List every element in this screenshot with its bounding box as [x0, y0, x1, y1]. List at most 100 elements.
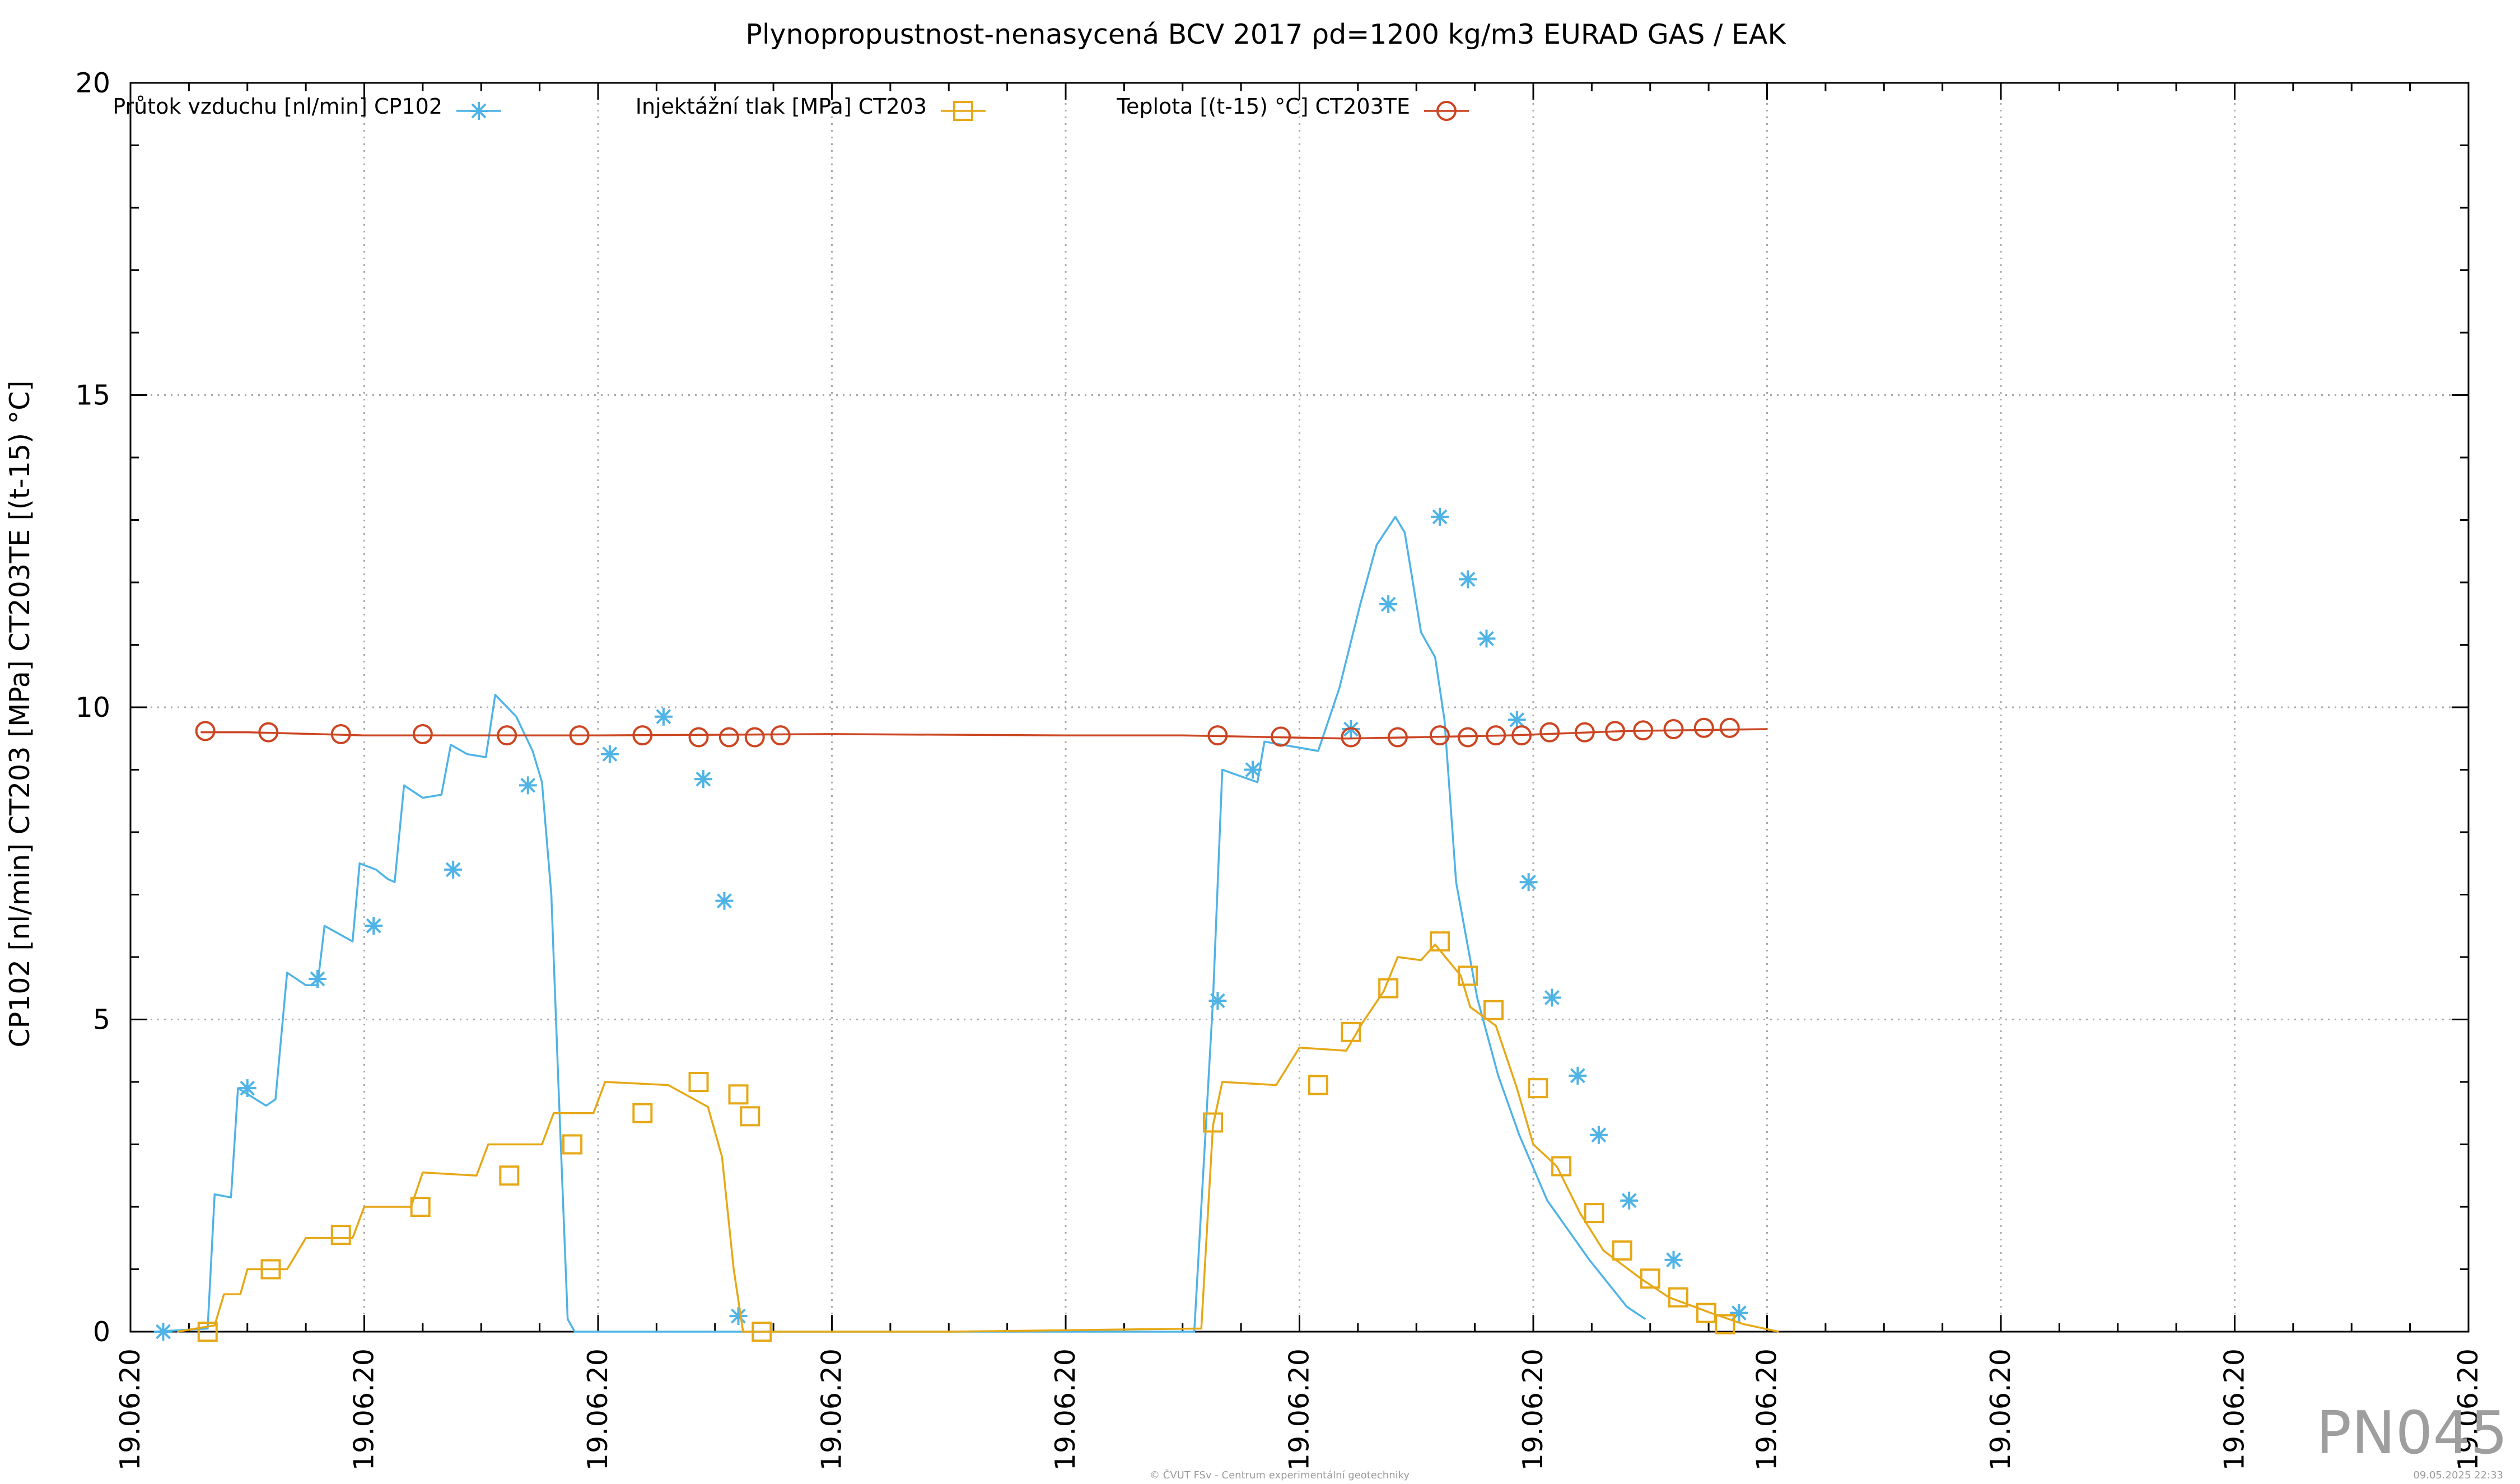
data-point [1663, 719, 1684, 740]
data-point [499, 1165, 520, 1186]
y-tick-label: 10 [76, 692, 110, 724]
x-tick-label: 19.06.20 [2219, 1348, 2251, 1471]
x-tick-label: 19.06.20 [348, 1348, 380, 1471]
data-point [1569, 1066, 1587, 1085]
data-point [1664, 1250, 1683, 1269]
x-tick-label: 19.06.20 [114, 1348, 146, 1471]
data-point [519, 776, 537, 795]
data-point [740, 1106, 760, 1127]
series-layer [153, 507, 1779, 1342]
data-point [309, 970, 326, 988]
data-point [770, 725, 791, 746]
data-point [688, 1072, 709, 1092]
data-point [1508, 711, 1526, 729]
data-point [497, 725, 517, 746]
data-point [715, 892, 734, 910]
data-point [1528, 1078, 1548, 1099]
data-point [654, 707, 673, 726]
x-axis: 19.06.20 19.06.20 19.06.20 19.06.20 19.06.20… [114, 83, 2484, 1471]
data-point [365, 917, 383, 935]
x-tick-label: 19.06.20 [816, 1348, 848, 1471]
x-tick-label: 19.06.20 [1284, 1348, 1315, 1471]
series-circle [195, 717, 1767, 748]
data-point [694, 770, 712, 788]
data-point [1244, 760, 1262, 779]
data-point [1208, 992, 1227, 1010]
data-point [260, 1259, 281, 1280]
data-point [1203, 1112, 1224, 1133]
y-tick-label: 5 [93, 1004, 110, 1036]
data-point [1458, 965, 1478, 986]
data-point [1430, 725, 1450, 746]
series-line [200, 728, 1767, 740]
x-tick-label: 19.06.20 [1985, 1348, 2017, 1471]
data-point [154, 1323, 172, 1341]
data-point [744, 727, 765, 748]
data-point [1459, 570, 1477, 589]
series-line [177, 943, 1779, 1333]
data-point [1719, 717, 1740, 738]
data-point [569, 725, 590, 746]
data-point [1551, 1156, 1572, 1177]
data-point [1519, 873, 1538, 892]
y-axis-label: CP102 [nl/min] CT203 [MPa] CT203TE [(t-1… [4, 380, 36, 1047]
legend-label: Teplota [(t-15) °C] CT203TE [1116, 94, 1410, 119]
x-tick-label: 19.06.20 [2452, 1348, 2484, 1471]
data-point [1379, 595, 1398, 614]
data-point [632, 1103, 653, 1123]
x-tick-label: 19.06.20 [1751, 1348, 1783, 1471]
data-point [330, 1225, 351, 1245]
legend-label: Průtok vzduchu [nl/min] CP102 [113, 94, 442, 119]
data-point [330, 724, 351, 744]
data-point [1486, 725, 1506, 746]
data-point [1431, 507, 1449, 526]
data-point [410, 1197, 431, 1217]
legend-label: Injektážní tlak [MPa] CT203 [636, 94, 927, 119]
data-point [1589, 1126, 1608, 1144]
data-point [444, 860, 463, 879]
data-point [1430, 931, 1450, 952]
data-point [1668, 1287, 1688, 1308]
data-point [1378, 978, 1399, 998]
data-point [1483, 1000, 1504, 1020]
x-tick-label: 19.06.20 [1049, 1348, 1081, 1471]
y-axis: 0 5 10 15 20 [76, 67, 2468, 1348]
data-point [1730, 1304, 1748, 1322]
chart-title: Plynopropustnost-nenasycená BCV 2017 ρd=… [745, 18, 1786, 50]
legend-marker [470, 102, 488, 120]
data-point [1574, 722, 1595, 743]
grid [130, 83, 2468, 1332]
data-point [1341, 727, 1361, 748]
data-point [1633, 720, 1654, 741]
legend-marker [1436, 101, 1457, 121]
data-point [1271, 726, 1291, 747]
data-point [1458, 727, 1478, 748]
data-point [1584, 1203, 1604, 1224]
y-tick-label: 15 [76, 380, 110, 412]
series-square [177, 931, 1779, 1342]
data-point [258, 722, 279, 743]
footer-copyright: © ČVUT FSv - Centrum experimentální geot… [1150, 1469, 1410, 1481]
data-point [1387, 727, 1408, 748]
data-point [1693, 717, 1714, 738]
data-point [1341, 1021, 1361, 1042]
series-star [153, 507, 1748, 1341]
y-tick-label: 20 [76, 67, 110, 99]
data-point [1207, 725, 1228, 746]
data-point [1715, 1314, 1735, 1334]
sample-id-badge: PN045 [2316, 1399, 2508, 1467]
data-point [728, 1084, 749, 1105]
data-point [600, 745, 619, 763]
data-point [1605, 721, 1626, 741]
y-tick-label: 0 [93, 1316, 110, 1348]
data-point [195, 721, 216, 741]
x-tick-label: 19.06.20 [582, 1348, 614, 1471]
series-line [153, 516, 1646, 1333]
data-point [1511, 725, 1532, 746]
data-point [1477, 629, 1496, 648]
data-point [1612, 1240, 1632, 1261]
data-point [718, 727, 739, 748]
data-point [1696, 1303, 1716, 1323]
data-point [1640, 1268, 1660, 1289]
